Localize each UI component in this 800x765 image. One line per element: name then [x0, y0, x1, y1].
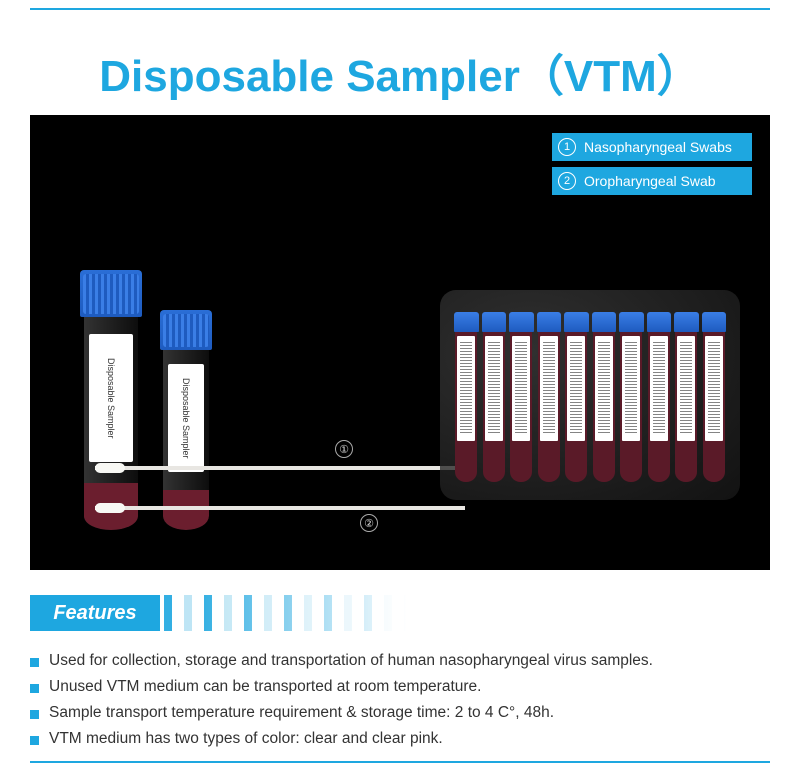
legend-label-2: Oropharyngeal Swab — [584, 173, 716, 189]
swab-oropharyngeal — [95, 506, 465, 510]
tube-label: Disposable Sampler — [89, 334, 133, 462]
pack-body — [620, 332, 642, 482]
feature-item: VTM medium has two types of color: clear… — [30, 726, 770, 752]
legend-item-1: 1 Nasopharyngeal Swabs — [552, 133, 752, 161]
pack-label — [512, 336, 530, 441]
feature-text: Used for collection, storage and transpo… — [49, 652, 653, 670]
tube-label: Disposable Sampler — [168, 364, 205, 472]
page-title: Disposable Sampler（VTM） — [0, 40, 800, 104]
tube-cap-icon — [80, 270, 142, 317]
sampler-tube-small: Disposable Sampler — [160, 310, 212, 530]
bullet-icon — [30, 684, 39, 693]
pack-tube — [619, 312, 644, 482]
tube-body: Disposable Sampler — [84, 317, 139, 530]
pack-cap-icon — [647, 312, 672, 332]
pack-body — [483, 332, 505, 482]
pack-cap-icon — [454, 312, 479, 332]
pack-body — [538, 332, 560, 482]
feature-item: Sample transport temperature requirement… — [30, 700, 770, 726]
bullet-icon — [30, 658, 39, 667]
legend-number-2-icon: 2 — [558, 172, 576, 190]
feature-text: Sample transport temperature requirement… — [49, 704, 554, 722]
pack-cap-icon — [537, 312, 562, 332]
pack-tube — [454, 312, 479, 482]
pack-label — [650, 336, 668, 441]
tube-body: Disposable Sampler — [163, 350, 209, 530]
features-heading-bar: Features — [30, 595, 770, 631]
pack-label — [540, 336, 558, 441]
pack-body — [510, 332, 532, 482]
pack-cap-icon — [564, 312, 589, 332]
pack-label — [595, 336, 613, 441]
features-list: Used for collection, storage and transpo… — [30, 648, 770, 752]
pack-tube — [592, 312, 617, 482]
pack-tube — [564, 312, 589, 482]
pack-tube — [702, 312, 727, 482]
pack-label — [677, 336, 695, 441]
feature-item: Unused VTM medium can be transported at … — [30, 674, 770, 700]
pack-tube — [674, 312, 699, 482]
pack-cap-icon — [619, 312, 644, 332]
swab-nasopharyngeal — [95, 466, 455, 470]
tube-liquid — [163, 490, 209, 530]
pack-body — [703, 332, 725, 482]
legend-item-2: 2 Oropharyngeal Swab — [552, 167, 752, 195]
bullet-icon — [30, 710, 39, 719]
bullet-icon — [30, 736, 39, 745]
legend-number-1-icon: 1 — [558, 138, 576, 156]
pack-body — [565, 332, 587, 482]
bottom-divider — [30, 761, 770, 763]
sampler-tube-large: Disposable Sampler — [80, 270, 142, 530]
tube-cap-icon — [160, 310, 212, 350]
pack-cap-icon — [674, 312, 699, 332]
pack-label — [485, 336, 503, 441]
feature-text: Unused VTM medium can be transported at … — [49, 678, 481, 696]
features-heading: Features — [30, 595, 160, 631]
pack-tube — [537, 312, 562, 482]
pack-body — [455, 332, 477, 482]
heading-stripes-icon — [164, 595, 770, 631]
pack-tube — [509, 312, 534, 482]
pack-cap-icon — [702, 312, 727, 332]
pack-tube — [647, 312, 672, 482]
pack-label — [622, 336, 640, 441]
feature-text: VTM medium has two types of color: clear… — [49, 730, 443, 748]
pack-label — [567, 336, 585, 441]
legend-label-1: Nasopharyngeal Swabs — [584, 139, 732, 155]
swab-callout-2-icon: ② — [360, 514, 378, 532]
feature-item: Used for collection, storage and transpo… — [30, 648, 770, 674]
pack-body — [675, 332, 697, 482]
pack-body — [648, 332, 670, 482]
pack-tube — [482, 312, 507, 482]
pack-label — [457, 336, 475, 441]
swab-callout-1-icon: ① — [335, 440, 353, 458]
pack-cap-icon — [482, 312, 507, 332]
product-panel: 1 Nasopharyngeal Swabs 2 Oropharyngeal S… — [30, 115, 770, 570]
pack-cap-icon — [509, 312, 534, 332]
pack-cap-icon — [592, 312, 617, 332]
pack-label — [705, 336, 723, 441]
pack-body — [593, 332, 615, 482]
tube-pack — [440, 290, 740, 500]
legend: 1 Nasopharyngeal Swabs 2 Oropharyngeal S… — [552, 133, 752, 195]
top-divider — [30, 8, 770, 10]
